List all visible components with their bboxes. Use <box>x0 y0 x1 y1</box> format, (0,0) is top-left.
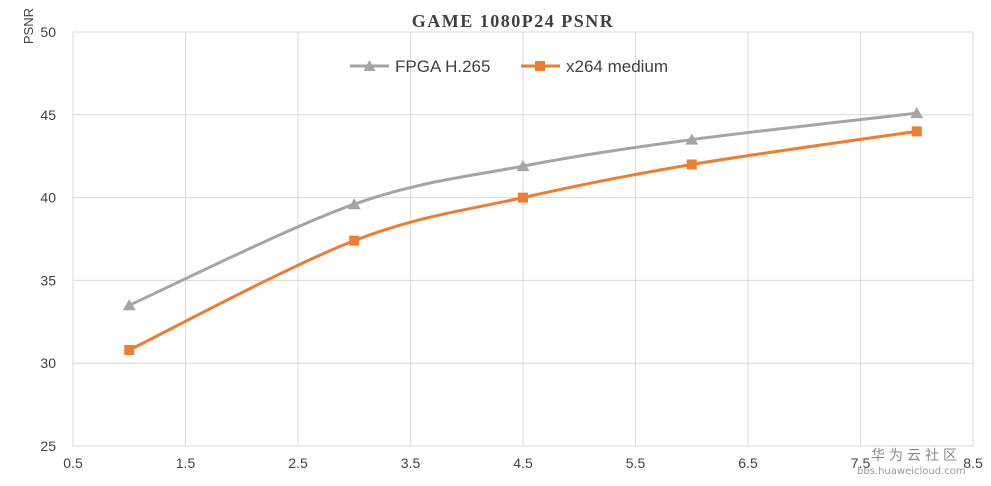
data-point-fpga <box>347 198 361 210</box>
data-point-x264 <box>911 126 922 137</box>
x-tick-label: 1.5 <box>176 455 196 471</box>
legend-label-x264: x264 medium <box>566 57 668 76</box>
data-point-x264 <box>518 192 528 203</box>
watermark-url: bbs.huaweicloud.com <box>857 466 966 477</box>
x-tick-label: 7.5 <box>851 455 871 471</box>
legend-marker-square-icon <box>535 61 545 71</box>
y-tick-label: 40 <box>40 190 56 206</box>
data-point-fpga <box>685 133 699 145</box>
x-tick-label: 8.5 <box>963 455 983 471</box>
axis-layer: 0.5 1.5 2.5 3.5 4.5 5.5 6.5 7.5 8.5 25 30 35 40 45 50 <box>40 24 983 471</box>
y-tick-label: 35 <box>40 272 56 288</box>
data-point-x264 <box>124 344 135 355</box>
data-point-x264 <box>686 159 697 170</box>
data-point-fpga <box>122 299 136 311</box>
x-tick-label: 5.5 <box>626 455 646 471</box>
data-point-fpga <box>910 107 924 119</box>
x-tick-label: 4.5 <box>513 455 533 471</box>
y-tick-label: 45 <box>40 107 56 123</box>
x-tick-label: 2.5 <box>288 455 308 471</box>
y-tick-label: 50 <box>40 24 56 40</box>
legend-marker-triangle-icon <box>363 60 376 71</box>
x-tick-label: 6.5 <box>738 455 758 471</box>
legend: FPGA H.265 x264 medium <box>350 57 668 76</box>
y-axis-label: PSNR <box>21 8 36 44</box>
series-layer <box>122 107 924 355</box>
legend-label-fpga: FPGA H.265 <box>395 57 490 76</box>
data-point-fpga <box>516 160 530 172</box>
watermark: 华为云社区 bbs.huaweicloud.com <box>857 448 966 477</box>
chart-title: GAME 1080P24 PSNR <box>412 11 615 31</box>
data-point-x264 <box>349 235 360 246</box>
x-tick-label: 0.5 <box>63 455 83 471</box>
watermark-text: 华为云社区 <box>871 448 961 464</box>
grid-layer <box>72 31 974 447</box>
x-tick-label: 3.5 <box>401 455 421 471</box>
y-tick-label: 30 <box>40 355 56 371</box>
y-tick-label: 25 <box>40 438 56 454</box>
